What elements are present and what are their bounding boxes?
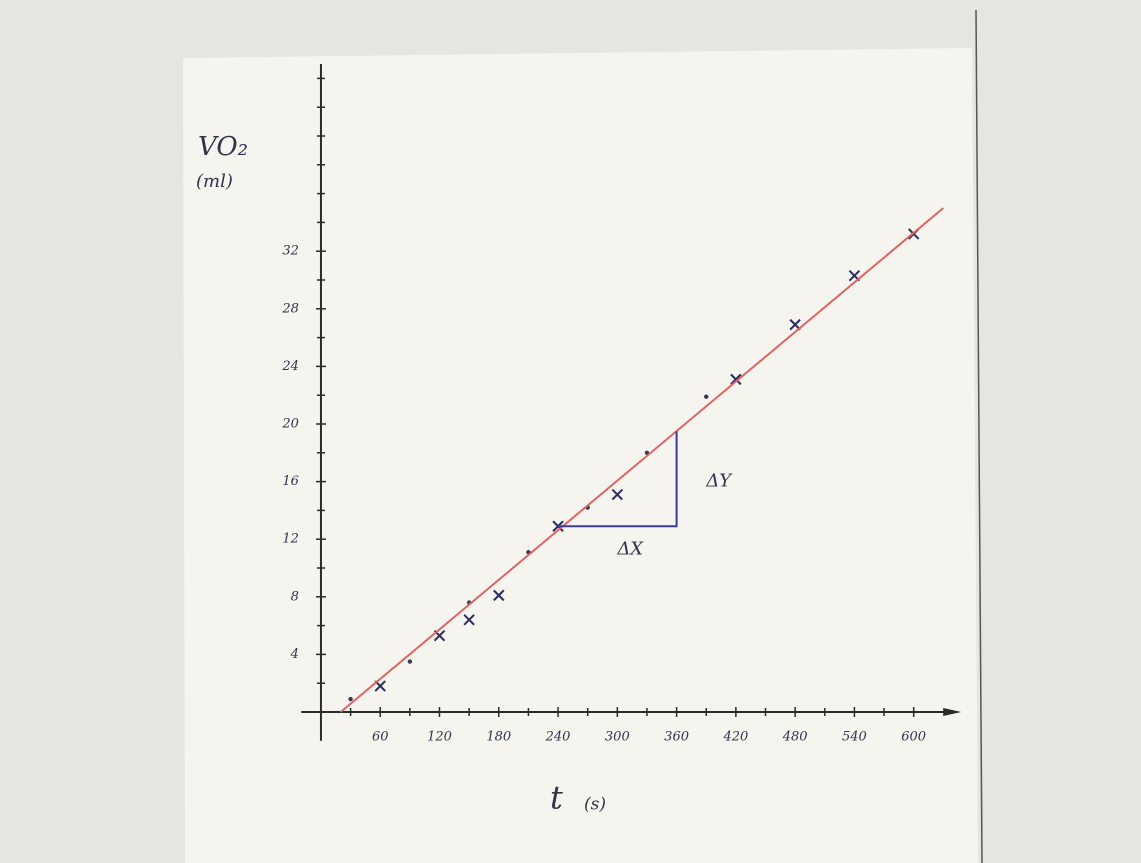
x-label: t <box>550 779 563 817</box>
cross-point <box>552 520 564 532</box>
x-tick-label: 480 <box>782 730 808 745</box>
line <box>340 207 944 713</box>
annotation: ΔX <box>616 538 644 559</box>
cross-point <box>493 589 505 602</box>
y-tick-label: 16 <box>282 474 299 489</box>
y-tick-label: 8 <box>291 589 299 604</box>
dot-point <box>704 394 709 399</box>
y-tick-label: 24 <box>281 359 299 374</box>
edge-line <box>975 9 983 863</box>
y-label: VO₂ <box>198 132 248 162</box>
x-tick-label: 540 <box>842 730 867 745</box>
y-tick-label: 32 <box>282 244 299 259</box>
x-tick-label: 360 <box>664 730 689 745</box>
x-tick-label: 300 <box>605 730 630 745</box>
x-tick-label: 180 <box>486 730 511 745</box>
y-tick-label: 12 <box>282 532 299 547</box>
x-axis-arrow <box>943 708 962 716</box>
y-tick-label: 20 <box>281 417 299 432</box>
x-tick-label: 600 <box>901 730 926 745</box>
x-unit: (s) <box>584 795 606 815</box>
y-tick-label: 28 <box>281 301 299 316</box>
annotation: ΔY <box>705 471 733 492</box>
line <box>558 431 678 528</box>
dot-point <box>407 659 413 664</box>
x-tick-label: 420 <box>722 730 748 745</box>
x-tick-label: 120 <box>427 730 452 745</box>
x-tick-label: 240 <box>545 730 571 745</box>
cross-point <box>611 488 624 501</box>
y-tick-label: 4 <box>290 647 299 662</box>
x-tick-label: 60 <box>372 730 389 745</box>
y-unit: (ml) <box>196 171 233 192</box>
cross-point <box>463 614 475 626</box>
paper <box>183 48 978 863</box>
dot-point <box>348 696 353 702</box>
cross-point <box>730 373 742 386</box>
